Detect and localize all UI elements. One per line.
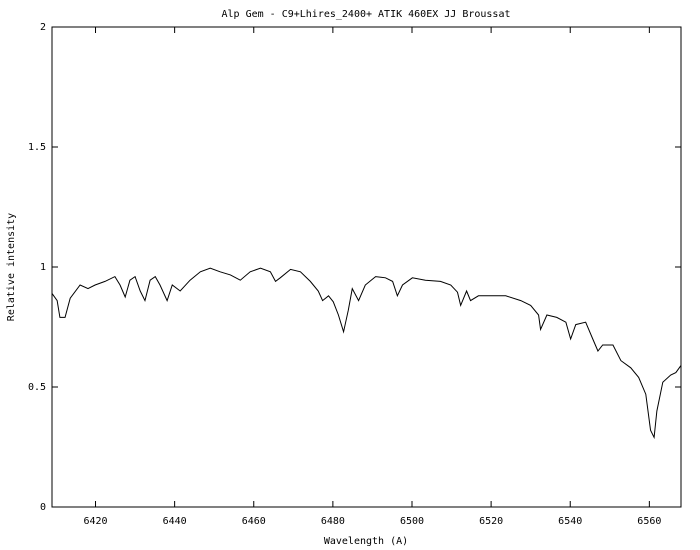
y-tick-label: 1 bbox=[40, 262, 46, 273]
x-tick-label: 6480 bbox=[321, 516, 345, 527]
x-tick-label: 6420 bbox=[83, 516, 107, 527]
x-tick-label: 6440 bbox=[163, 516, 187, 527]
plot-frame bbox=[51, 26, 682, 508]
chart-title: Alp Gem - C9+Lhires_2400+ ATIK 460EX JJ … bbox=[222, 9, 511, 20]
x-tick-label: 6460 bbox=[242, 516, 266, 527]
y-axis-label: Relative intensity bbox=[6, 213, 17, 321]
y-tick-label: 1.5 bbox=[28, 142, 46, 153]
x-tick-label: 6540 bbox=[558, 516, 582, 527]
spectrum-line bbox=[51, 267, 682, 440]
y-tick-label: 2 bbox=[40, 22, 46, 33]
y-tick-label: 0.5 bbox=[28, 382, 46, 393]
x-tick-label: 6500 bbox=[400, 516, 424, 527]
y-tick-label: 0 bbox=[40, 502, 46, 513]
x-tick-label: 6520 bbox=[479, 516, 503, 527]
x-tick-label: 6560 bbox=[637, 516, 661, 527]
x-axis-label: Wavelength (A) bbox=[324, 536, 408, 547]
